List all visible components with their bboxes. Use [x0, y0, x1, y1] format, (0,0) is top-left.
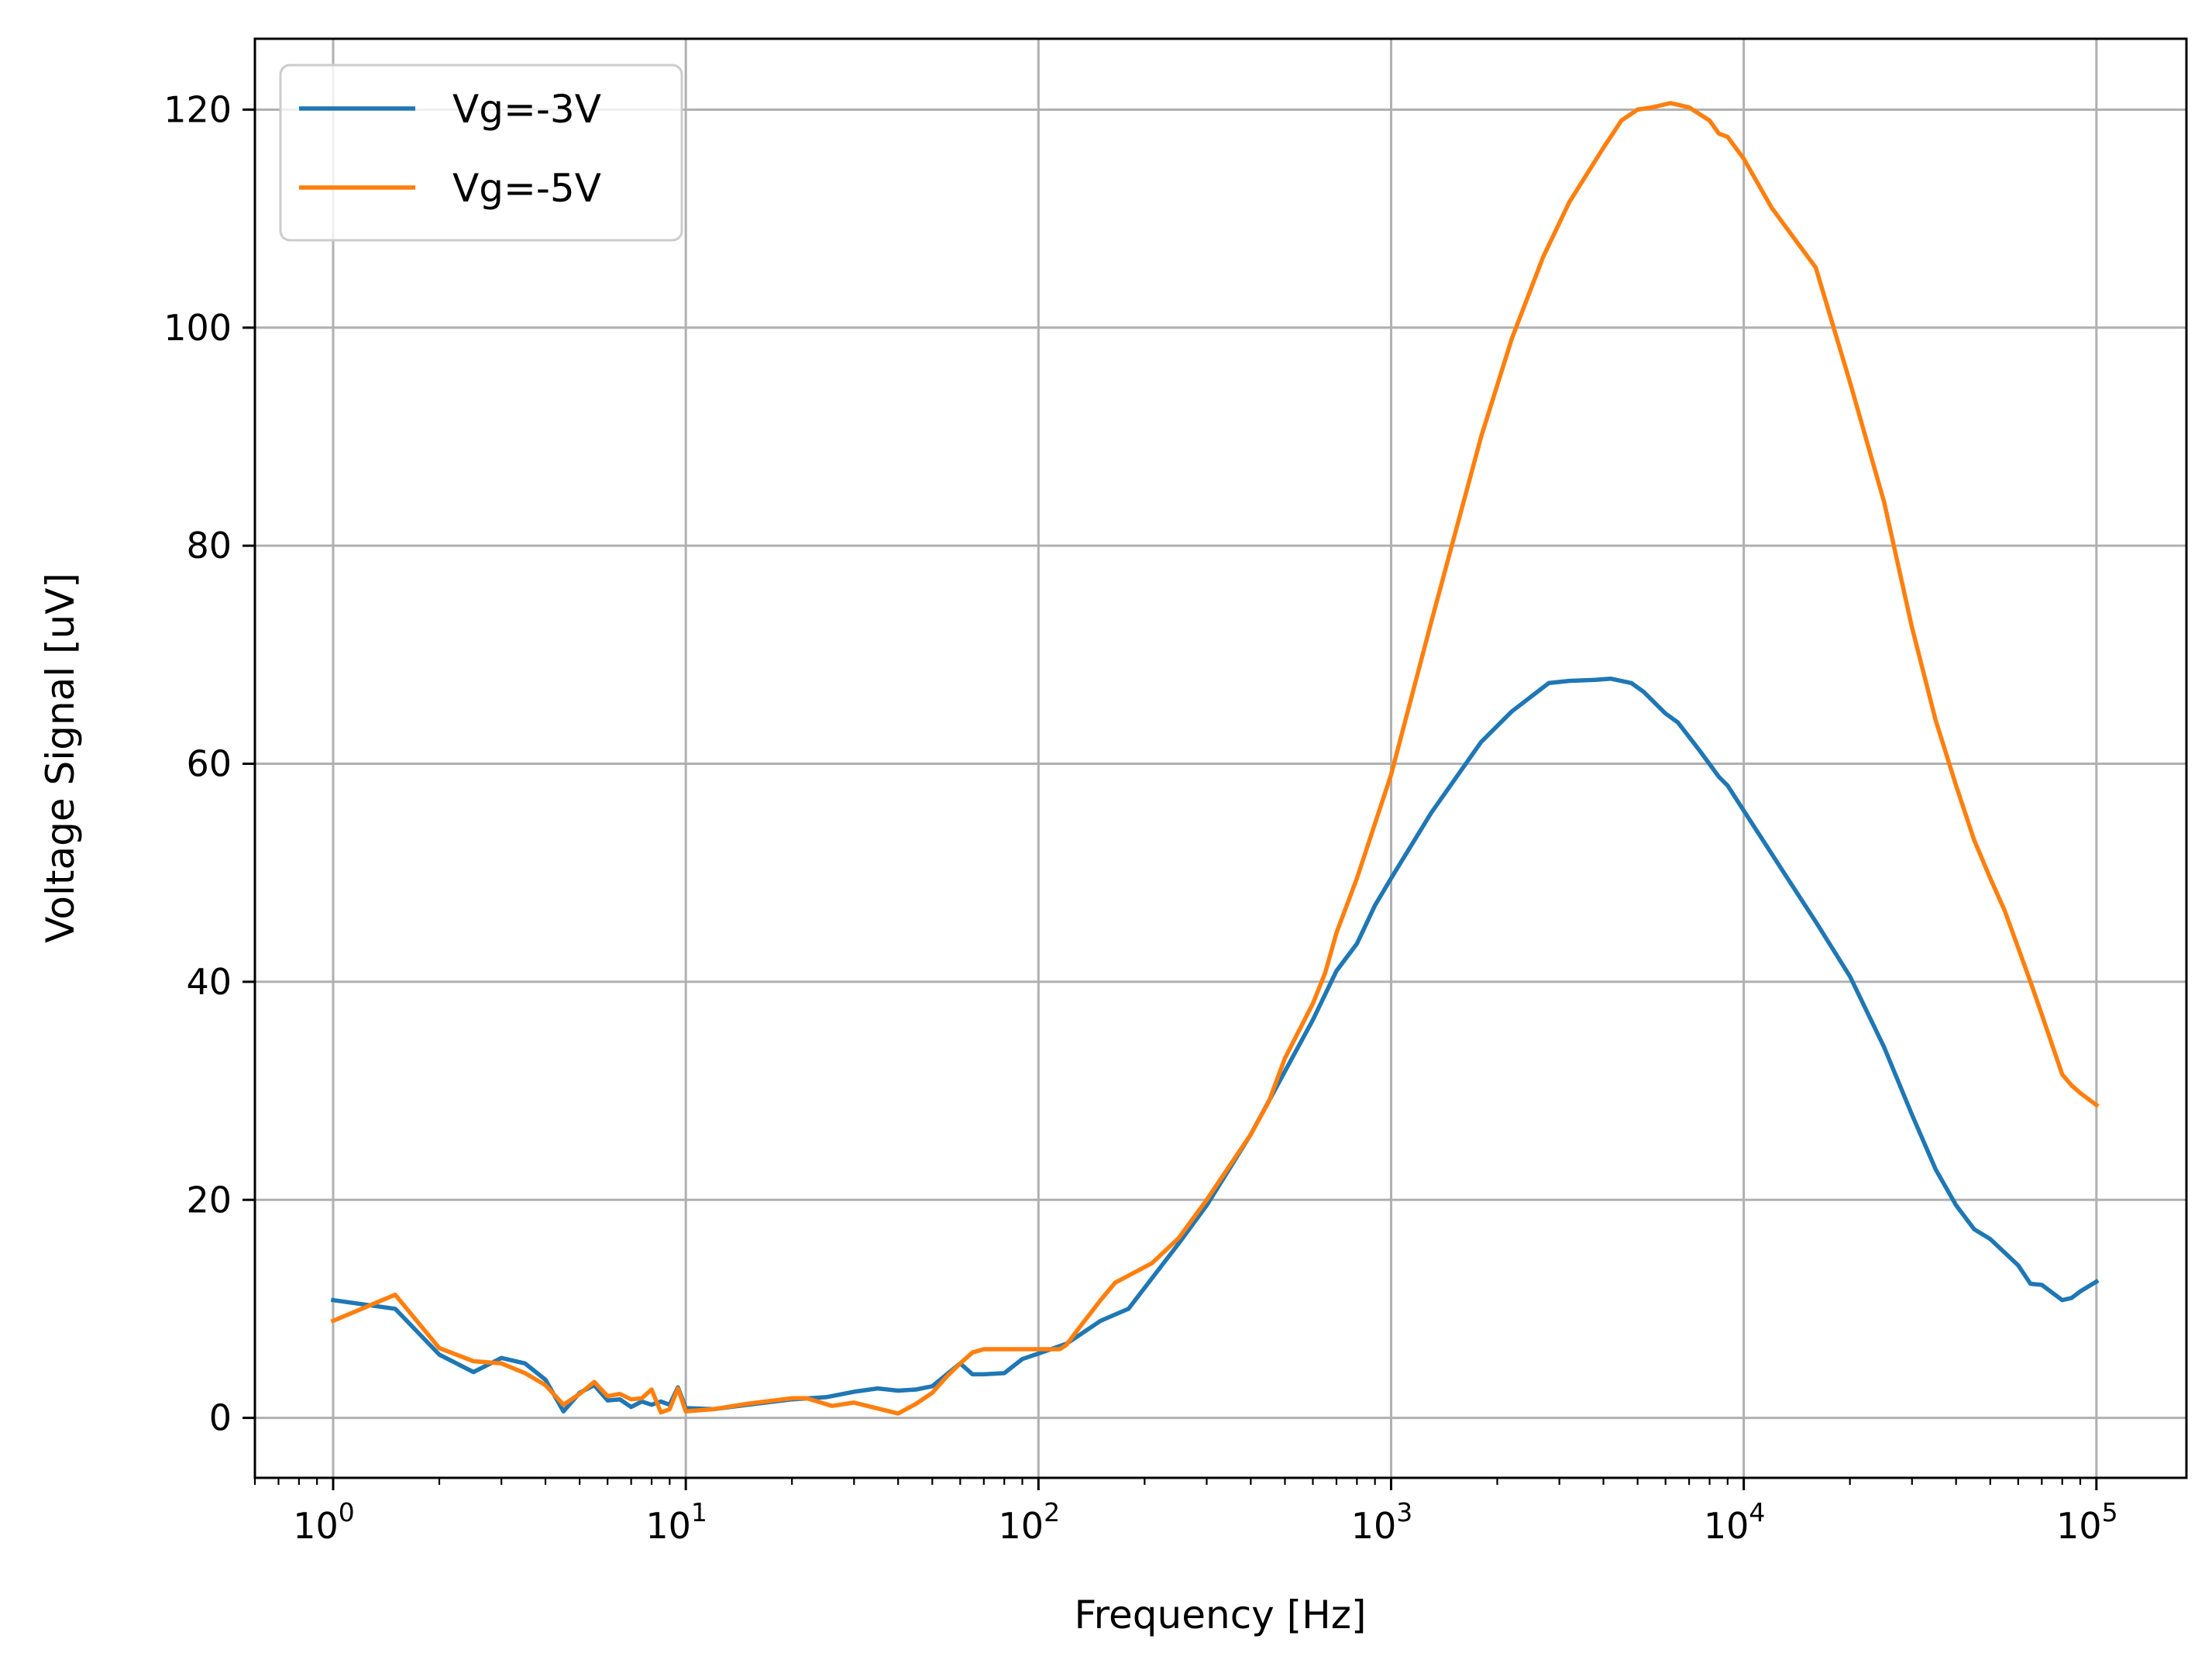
y-tick-label: 80: [186, 525, 232, 566]
x-tick-label: 104: [1704, 1497, 1766, 1547]
x-tick-label: 101: [645, 1497, 707, 1547]
x-axis-label: Frequency [Hz]: [1074, 1593, 1366, 1637]
y-tick-label: 60: [186, 743, 232, 785]
y-tick-label: 0: [209, 1397, 232, 1439]
plot-frame: [253, 37, 2188, 1479]
legend-label-vg-3v: Vg=-3V: [452, 87, 601, 132]
legend-label-vg-5v: Vg=-5V: [452, 166, 601, 211]
y-axis-label: Voltage Signal [uV]: [38, 573, 83, 943]
x-tick-label: 105: [2056, 1497, 2118, 1547]
y-tick-label: 100: [163, 307, 232, 349]
ticks-layer: 100 101 102 103 104 105 0 20 40 60 80 100 120: [163, 88, 2117, 1547]
labels-layer: Frequency [Hz] Voltage Signal [uV]: [38, 573, 1367, 1637]
legend: Vg=-3V Vg=-5V: [279, 64, 683, 242]
y-tick-label: 20: [186, 1179, 232, 1221]
series-line-vg-5v: [330, 101, 2100, 1416]
x-tick-label: 103: [1351, 1497, 1413, 1547]
grid-layer: [255, 39, 2186, 1478]
x-tick-label: 102: [999, 1497, 1061, 1547]
y-tick-label: 40: [186, 961, 232, 1003]
y-tick-label: 120: [163, 88, 232, 130]
x-tick-label: 100: [293, 1497, 355, 1547]
series-layer: [330, 101, 2100, 1416]
series-line-vg-3v: [330, 677, 2100, 1414]
